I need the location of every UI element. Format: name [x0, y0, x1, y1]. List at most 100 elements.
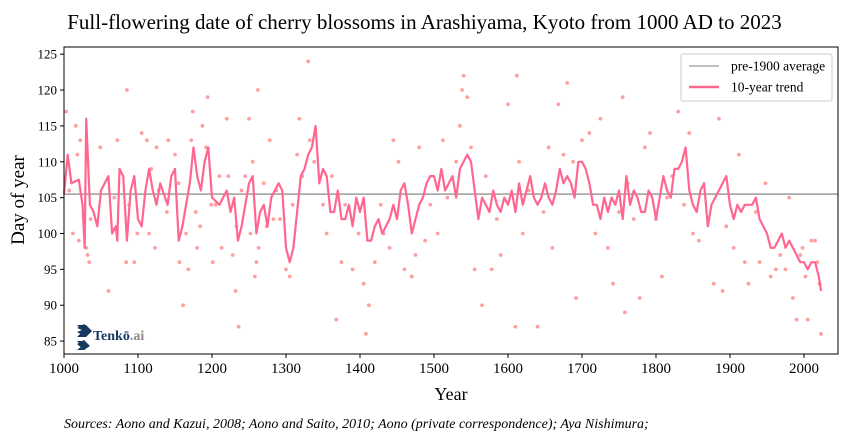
data-point [356, 231, 361, 236]
data-point [366, 303, 371, 308]
data-point [198, 224, 203, 229]
data-point [193, 210, 198, 214]
data-point [413, 253, 418, 257]
data-point [423, 238, 428, 243]
data-point [746, 281, 751, 286]
data-point [550, 245, 555, 250]
x-tick-label: 1500 [419, 361, 449, 377]
data-point [783, 267, 788, 272]
x-tick-label: 1300 [271, 361, 301, 377]
data-point [763, 181, 768, 186]
x-tick-label: 1600 [493, 361, 523, 377]
data-point [64, 109, 69, 114]
data-point [181, 303, 186, 308]
tenko-logo: Tenkō.ai [77, 324, 144, 350]
data-point [561, 152, 566, 157]
data-point [312, 159, 317, 164]
data-point [287, 274, 292, 279]
y-axis-label: Day of year [8, 154, 29, 244]
data-point [696, 238, 701, 243]
data-point [239, 188, 244, 193]
data-point [132, 260, 137, 265]
data-point [494, 217, 499, 222]
data-point [217, 174, 222, 179]
data-point [87, 260, 92, 265]
y-axis: 85 90 95 100 105 110 115 120 125 [38, 47, 64, 349]
y-tick-label: 90 [44, 298, 57, 313]
y-tick-label: 110 [38, 154, 57, 169]
data-point [461, 73, 466, 78]
data-point [177, 260, 182, 265]
data-point [454, 159, 459, 164]
data-point [85, 253, 90, 257]
data-point [144, 138, 149, 143]
data-point [210, 260, 215, 265]
data-point [460, 88, 464, 92]
data-point [469, 145, 473, 150]
data-point [339, 260, 344, 265]
y-tick-label: 115 [38, 118, 57, 133]
data-point [205, 95, 210, 100]
data-point [435, 231, 440, 236]
data-point [306, 59, 311, 64]
data-point [271, 217, 276, 222]
data-point [73, 124, 78, 128]
data-point [173, 152, 177, 157]
data-point [622, 310, 627, 315]
data-point [506, 102, 510, 107]
data-point [247, 116, 251, 121]
data-point [176, 181, 181, 186]
data-point [757, 260, 762, 265]
data-point [676, 109, 681, 114]
data-point [520, 231, 525, 236]
data-point [154, 145, 159, 150]
data-point [593, 231, 598, 236]
data-point [513, 324, 518, 329]
data-point [153, 245, 157, 250]
data-point [391, 138, 396, 143]
data-point [711, 281, 716, 286]
data-point [790, 296, 795, 300]
data-point [135, 231, 140, 236]
x-tick-label: 1000 [49, 361, 79, 377]
data-point [343, 202, 348, 207]
x-tick-label: 1800 [641, 361, 671, 377]
data-point [565, 80, 570, 85]
data-point [361, 281, 366, 286]
y-tick-label: 120 [38, 83, 58, 98]
data-point [219, 245, 224, 250]
data-point [571, 159, 575, 164]
data-point [805, 317, 810, 322]
data-point [190, 109, 195, 114]
data-point [321, 202, 325, 207]
data-point [417, 145, 422, 150]
data-point [295, 152, 299, 157]
data-point [794, 317, 799, 322]
data-point [387, 245, 392, 250]
data-point [489, 267, 494, 272]
data-point [809, 238, 814, 243]
data-point [98, 145, 103, 150]
data-point [517, 159, 521, 164]
data-point [720, 288, 725, 293]
data-point [248, 231, 253, 236]
data-point [736, 152, 741, 157]
legend: pre-1900 average 10-year trend [680, 53, 833, 102]
x-tick-label: 1900 [715, 361, 745, 377]
data-point [297, 116, 302, 121]
data-point [611, 281, 615, 286]
data-point [350, 267, 355, 272]
data-point [472, 267, 477, 272]
data-point [78, 138, 83, 143]
data-point [498, 253, 503, 257]
data-point [261, 181, 266, 186]
data-point [186, 267, 191, 272]
data-point [598, 116, 603, 121]
data-point [213, 202, 218, 207]
data-point [665, 195, 669, 200]
data-point [803, 274, 808, 279]
y-tick-label: 95 [44, 262, 57, 277]
x-tick-label: 1400 [345, 361, 375, 377]
data-point [334, 317, 339, 322]
